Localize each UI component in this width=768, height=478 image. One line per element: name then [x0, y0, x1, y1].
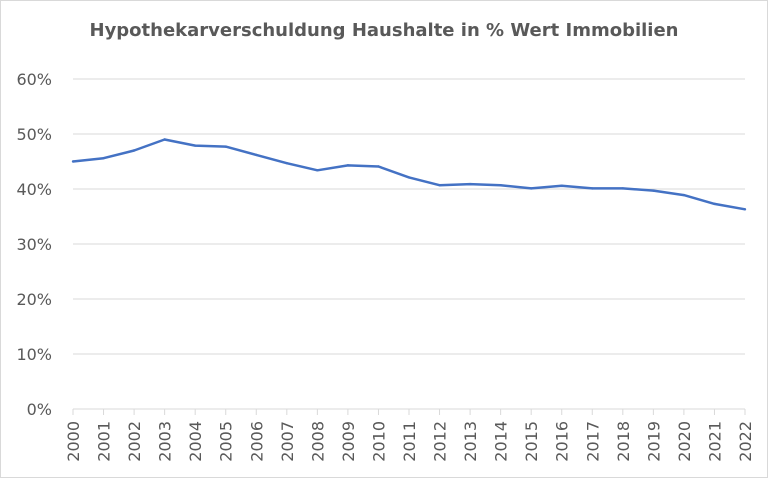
y-tick-label: 10%: [16, 345, 52, 364]
x-tick-label: 2008: [308, 421, 327, 462]
data-point: [163, 138, 166, 141]
data-point: [713, 202, 716, 206]
x-tick-label: 2015: [522, 421, 541, 462]
data-point: [71, 160, 75, 163]
x-axis: 2000 2001 2002 2003 2004 2005 2006 2007 2008 2009…: [64, 408, 755, 462]
data-point: [224, 145, 227, 148]
data-point: [193, 144, 197, 147]
y-tick-label: 40%: [16, 180, 52, 199]
data-point: [591, 187, 594, 190]
data-point: [529, 187, 533, 190]
x-tick-label: 2011: [400, 421, 419, 462]
data-point: [102, 157, 105, 160]
x-tick-label: 2003: [156, 421, 175, 462]
data-point: [316, 169, 319, 172]
y-tick-label: 0%: [27, 400, 52, 419]
y-tick-label: 50%: [16, 125, 52, 144]
x-tick-label: 2009: [339, 421, 358, 462]
x-tick-label: 2004: [186, 421, 205, 462]
chart-title: Hypothekarverschuldung Haushalte in % We…: [89, 20, 679, 41]
data-point: [255, 153, 258, 157]
data-point: [560, 184, 563, 187]
y-tick-label: 20%: [16, 290, 52, 309]
data-point: [285, 161, 289, 165]
series-group: [71, 138, 747, 211]
data-point: [132, 149, 136, 152]
x-tick-label: 2002: [125, 421, 144, 462]
x-tick-label: 2012: [431, 421, 450, 462]
x-tick-label: 2007: [278, 421, 297, 462]
data-point: [438, 183, 441, 187]
x-tick-label: 2021: [705, 421, 724, 462]
y-tick-label: 30%: [16, 235, 52, 254]
x-tick-label: 2016: [553, 421, 572, 462]
x-tick-label: 2010: [369, 421, 388, 462]
data-point: [468, 182, 472, 186]
data-point: [346, 164, 350, 167]
x-tick-label: 2013: [461, 421, 480, 462]
x-tick-label: 2005: [217, 421, 236, 462]
data-point: [682, 193, 686, 197]
data-point: [377, 165, 380, 168]
data-point: [621, 187, 625, 190]
gridlines: [73, 78, 745, 355]
x-tick-label: 2006: [247, 421, 266, 462]
x-tick-label: 2017: [583, 421, 602, 462]
x-tick-label: 2001: [95, 421, 114, 462]
x-tick-label: 2018: [614, 421, 633, 462]
y-tick-label: 60%: [16, 70, 52, 89]
data-point: [652, 189, 655, 192]
data-point: [743, 208, 747, 211]
y-axis: 0% 10% 20% 30% 40% 50% 60%: [16, 70, 52, 419]
data-point: [499, 183, 502, 187]
series-line: [72, 138, 746, 211]
x-tick-label: 2000: [64, 421, 83, 462]
x-tick-label: 2014: [492, 421, 511, 462]
data-point: [407, 176, 411, 179]
x-tick-label: 2020: [675, 421, 694, 462]
x-tick-label: 2022: [736, 421, 755, 462]
x-tick-label: 2019: [644, 421, 663, 462]
